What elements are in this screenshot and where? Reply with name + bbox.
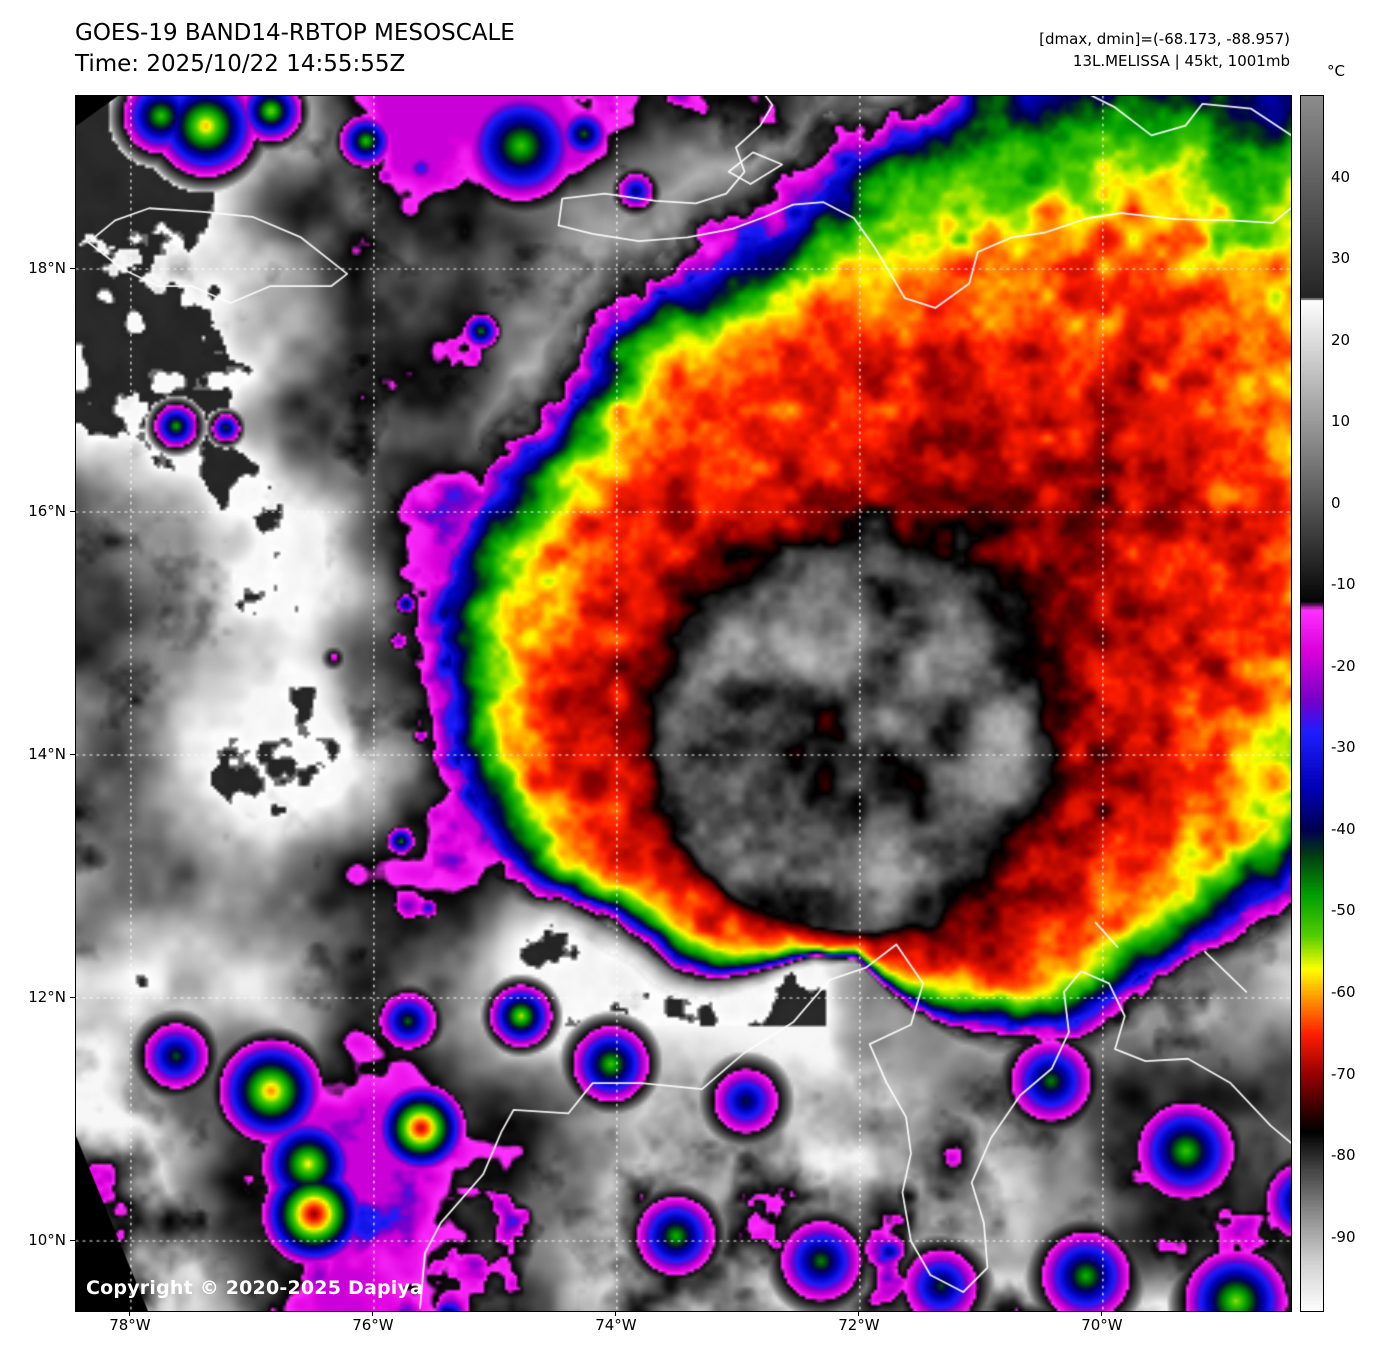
latitude-tick-label: 16°N <box>28 502 66 521</box>
colorbar-tick-label: 30 <box>1331 249 1351 268</box>
colorbar-tick-label: 10 <box>1331 412 1351 431</box>
colorbar-unit-label: °C <box>1327 62 1345 80</box>
colorbar-tick-label: -30 <box>1331 738 1356 757</box>
longitude-tick-mark <box>1101 1311 1103 1316</box>
longitude-tick-mark <box>129 1311 131 1316</box>
colorbar-tick-label: -60 <box>1331 982 1356 1001</box>
colorbar-tick-label: 20 <box>1331 330 1351 349</box>
latitude-tick-mark <box>70 753 75 755</box>
colorbar-tick-label: -70 <box>1331 1064 1356 1083</box>
colorbar-canvas <box>1301 96 1323 1311</box>
colorbar-tick-label: -50 <box>1331 901 1356 920</box>
latitude-tick-mark <box>70 267 75 269</box>
copyright-watermark: Copyright © 2020-2025 Dapiya <box>86 1277 424 1299</box>
latitude-tick-label: 18°N <box>28 259 66 278</box>
page-title: GOES-19 BAND14-RBTOP MESOSCALE <box>75 20 515 46</box>
longitude-tick-label: 74°W <box>595 1316 637 1334</box>
latitude-tick-mark <box>70 1239 75 1241</box>
colorbar-tick-label: -80 <box>1331 1146 1356 1165</box>
colorbar-tick-label: -90 <box>1331 1227 1356 1246</box>
longitude-tick-mark <box>372 1311 374 1316</box>
colorbar-tick-label: -10 <box>1331 575 1356 594</box>
colorbar-tick-label: -40 <box>1331 819 1356 838</box>
longitude-tick-label: 76°W <box>352 1316 394 1334</box>
latitude-tick-label: 14°N <box>28 745 66 764</box>
colorbar-tick-label: -20 <box>1331 656 1356 675</box>
satellite-map: Copyright © 2020-2025 Dapiya <box>75 95 1292 1312</box>
dmax-dmin-readout: [dmax, dmin]=(-68.173, -88.957) <box>1039 30 1290 48</box>
satellite-image-canvas <box>76 96 1291 1311</box>
latitude-tick-mark <box>70 510 75 512</box>
longitude-tick-label: 78°W <box>109 1316 151 1334</box>
storm-info-block: [dmax, dmin]=(-68.173, -88.957) 13L.MELI… <box>1039 28 1290 72</box>
timestamp: Time: 2025/10/22 14:55:55Z <box>75 51 406 77</box>
colorbar-tick-label: 40 <box>1331 167 1351 186</box>
storm-id-readout: 13L.MELISSA | 45kt, 1001mb <box>1072 52 1290 70</box>
latitude-tick-label: 10°N <box>28 1231 66 1250</box>
longitude-tick-mark <box>615 1311 617 1316</box>
longitude-tick-mark <box>858 1311 860 1316</box>
longitude-tick-label: 70°W <box>1081 1316 1123 1334</box>
latitude-tick-mark <box>70 996 75 998</box>
latitude-tick-label: 12°N <box>28 988 66 1007</box>
colorbar <box>1300 95 1324 1312</box>
colorbar-tick-label: 0 <box>1331 493 1341 512</box>
longitude-tick-label: 72°W <box>838 1316 880 1334</box>
